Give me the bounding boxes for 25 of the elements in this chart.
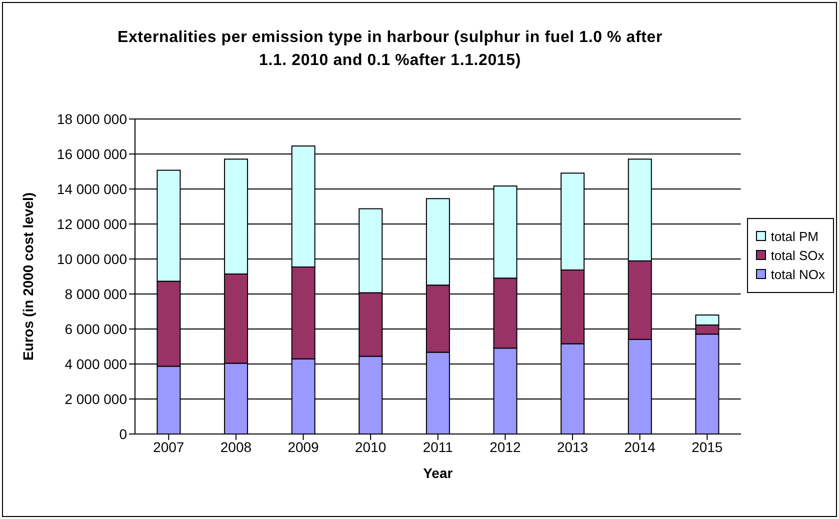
x-tick-label: 2012 xyxy=(490,438,521,455)
y-tick-label: 12 000 000 xyxy=(56,216,128,232)
y-tick-label: 16 000 000 xyxy=(56,146,128,162)
x-tick-label: 2015 xyxy=(692,438,723,455)
y-axis-title: Euros (in 2000 cost level) xyxy=(20,192,36,361)
x-tick-label: 2011 xyxy=(422,438,454,455)
y-tick-label: 14 000 000 xyxy=(56,180,128,197)
x-tick-label: 2009 xyxy=(288,438,320,455)
x-tick-label: 2007 xyxy=(153,438,184,455)
legend-label: total PM xyxy=(770,228,818,244)
y-tick-label: 18 000 000 xyxy=(56,110,128,127)
x-tick-label: 2010 xyxy=(355,438,386,455)
chart-title: Externalities per emission type in harbour (sulphur in fuel 1.0 % after 1.1. 2010 and 0.1 %after 1.1.2015) xyxy=(116,28,664,71)
y-tick-label: 10 000 000 xyxy=(56,250,128,267)
x-tick-label: 2008 xyxy=(220,438,252,455)
y-tick-label: 0 xyxy=(119,426,128,442)
x-tick-label: 2014 xyxy=(624,438,656,455)
x-tick-label: 2013 xyxy=(556,438,588,455)
legend-label: total NOx xyxy=(770,266,825,282)
x-axis-title: Year xyxy=(423,465,454,481)
legend-label: total SOx xyxy=(770,248,824,262)
y-tick-label: 8 000 000 xyxy=(64,286,128,302)
y-tick-label: 4 000 000 xyxy=(64,356,128,372)
y-tick-label: 6 000 000 xyxy=(64,320,128,337)
y-tick-label: 2 000 000 xyxy=(64,390,128,407)
